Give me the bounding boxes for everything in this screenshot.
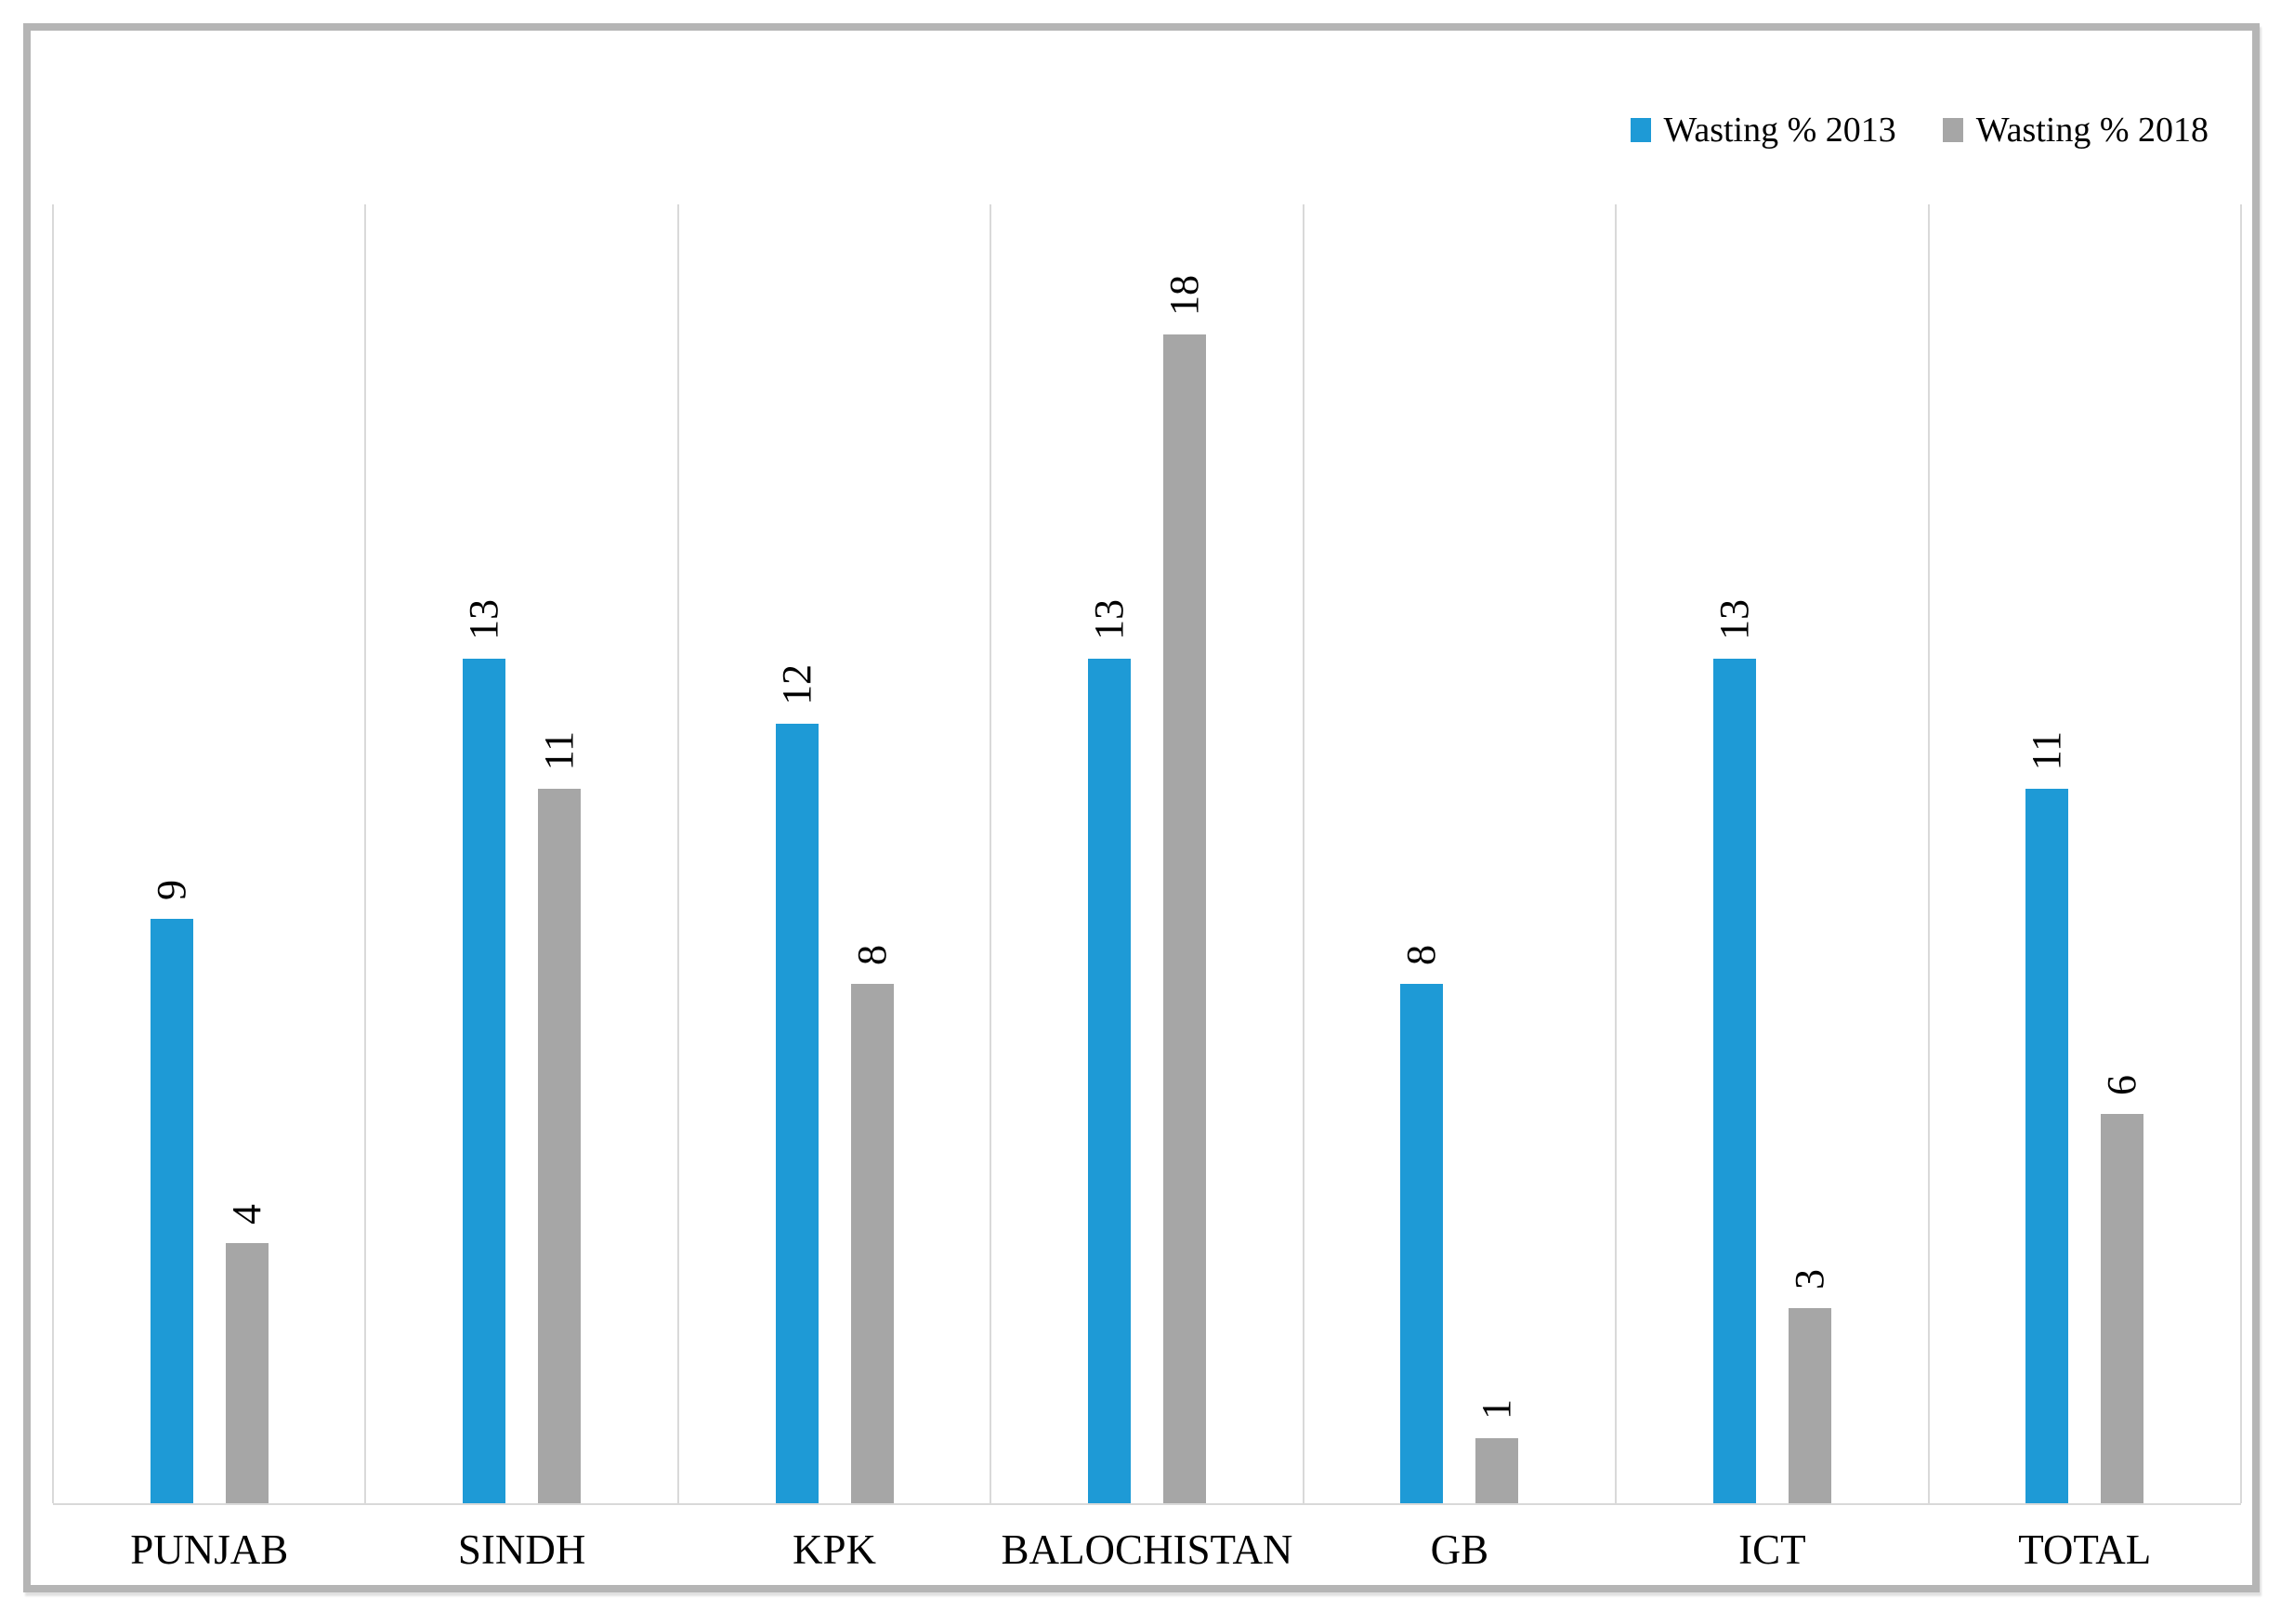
bar-2013-gb bbox=[1400, 983, 1444, 1503]
x-axis-line bbox=[53, 1503, 2241, 1505]
category-band-ict: 13 3 bbox=[1616, 204, 1928, 1503]
bar-2013-total bbox=[2025, 789, 2069, 1503]
bar-group-2013: 9 bbox=[148, 204, 194, 1503]
bar-value-label: 9 bbox=[148, 879, 194, 900]
bar-value-label: 13 bbox=[1085, 599, 1132, 641]
bar-value-label: 8 bbox=[1398, 944, 1445, 965]
bar-group-2018: 3 bbox=[1786, 204, 1832, 1503]
legend-label: Wasting % 2018 bbox=[1975, 111, 2209, 150]
gridline bbox=[2240, 204, 2242, 1503]
bar-2013-balochistan bbox=[1087, 659, 1131, 1503]
bar-group-2018: 4 bbox=[223, 204, 269, 1503]
legend-swatch-icon bbox=[1630, 118, 1651, 142]
bar-group-2013: 13 bbox=[1711, 204, 1757, 1503]
category-band-sindh: 13 11 bbox=[365, 204, 677, 1503]
bar-value-label: 1 bbox=[1474, 1399, 1520, 1421]
bar-2013-ict bbox=[1712, 659, 1756, 1503]
legend-swatch-icon bbox=[1942, 118, 1963, 142]
gridline bbox=[364, 204, 367, 1503]
category-label-sindh: SINDH bbox=[457, 1526, 586, 1573]
gridline bbox=[52, 204, 54, 1503]
bar-value-label: 3 bbox=[1786, 1269, 1832, 1290]
legend-label: Wasting % 2013 bbox=[1663, 111, 1896, 150]
bar-group-2013: 12 bbox=[773, 204, 819, 1503]
plot-area: 9 4 PUNJAB 13 11 SINDH 12 8 KPK 13 18 BALOCHISTAN 8 1… bbox=[52, 204, 2242, 1573]
gridline bbox=[676, 204, 679, 1503]
bar-value-label: 4 bbox=[223, 1204, 269, 1225]
bar-2018-sindh bbox=[538, 789, 582, 1503]
bar-2013-punjab bbox=[150, 918, 193, 1503]
bar-2018-ict bbox=[1788, 1308, 1831, 1503]
category-label-total: TOTAL bbox=[2018, 1526, 2152, 1573]
gridline bbox=[1302, 204, 1304, 1503]
bar-group-2013: 13 bbox=[1085, 204, 1132, 1503]
bar-2018-total bbox=[2101, 1113, 2144, 1503]
bar-2018-balochistan bbox=[1162, 334, 1206, 1503]
chart-frame: Wasting % 2013 Wasting % 2018 9 4 PUNJAB 13 1… bbox=[23, 23, 2260, 1592]
gridline bbox=[1615, 204, 1618, 1503]
category-band-total: 11 6 bbox=[1929, 204, 2241, 1503]
bar-group-2013: 13 bbox=[461, 204, 507, 1503]
bar-group-2013: 8 bbox=[1398, 204, 1445, 1503]
bar-group-2018: 11 bbox=[536, 204, 583, 1503]
bar-group-2013: 11 bbox=[2024, 204, 2070, 1503]
legend: Wasting % 2013 Wasting % 2018 bbox=[1630, 111, 2209, 150]
bar-2018-gb bbox=[1475, 1438, 1519, 1503]
bar-value-label: 11 bbox=[2024, 730, 2070, 771]
category-label-gb: GB bbox=[1430, 1526, 1489, 1573]
gridline bbox=[990, 204, 992, 1503]
category-band-balochistan: 13 18 bbox=[990, 204, 1303, 1503]
legend-item-2013: Wasting % 2013 bbox=[1630, 111, 1896, 150]
bar-group-2018: 18 bbox=[1160, 204, 1207, 1503]
bar-value-label: 12 bbox=[773, 664, 819, 706]
bar-group-2018: 8 bbox=[848, 204, 895, 1503]
category-label-kpk: KPK bbox=[793, 1526, 877, 1573]
category-band-kpk: 12 8 bbox=[678, 204, 990, 1503]
bar-value-label: 6 bbox=[2099, 1074, 2145, 1095]
bar-2013-kpk bbox=[775, 724, 819, 1503]
bar-value-label: 8 bbox=[848, 944, 895, 965]
bar-value-label: 11 bbox=[536, 730, 583, 771]
gridline bbox=[1927, 204, 1930, 1503]
bar-value-label: 13 bbox=[1711, 599, 1757, 641]
bar-group-2018: 6 bbox=[2099, 204, 2145, 1503]
bar-2018-kpk bbox=[850, 983, 894, 1503]
bar-2013-sindh bbox=[463, 659, 506, 1503]
bar-value-label: 13 bbox=[461, 599, 507, 641]
bar-value-label: 18 bbox=[1160, 274, 1207, 316]
bar-2018-punjab bbox=[225, 1243, 269, 1503]
bar-group-2018: 1 bbox=[1474, 204, 1520, 1503]
category-label-balochistan: BALOCHISTAN bbox=[1001, 1526, 1293, 1573]
category-label-punjab: PUNJAB bbox=[130, 1526, 289, 1573]
category-label-ict: ICT bbox=[1738, 1526, 1806, 1573]
legend-item-2018: Wasting % 2018 bbox=[1942, 111, 2209, 150]
